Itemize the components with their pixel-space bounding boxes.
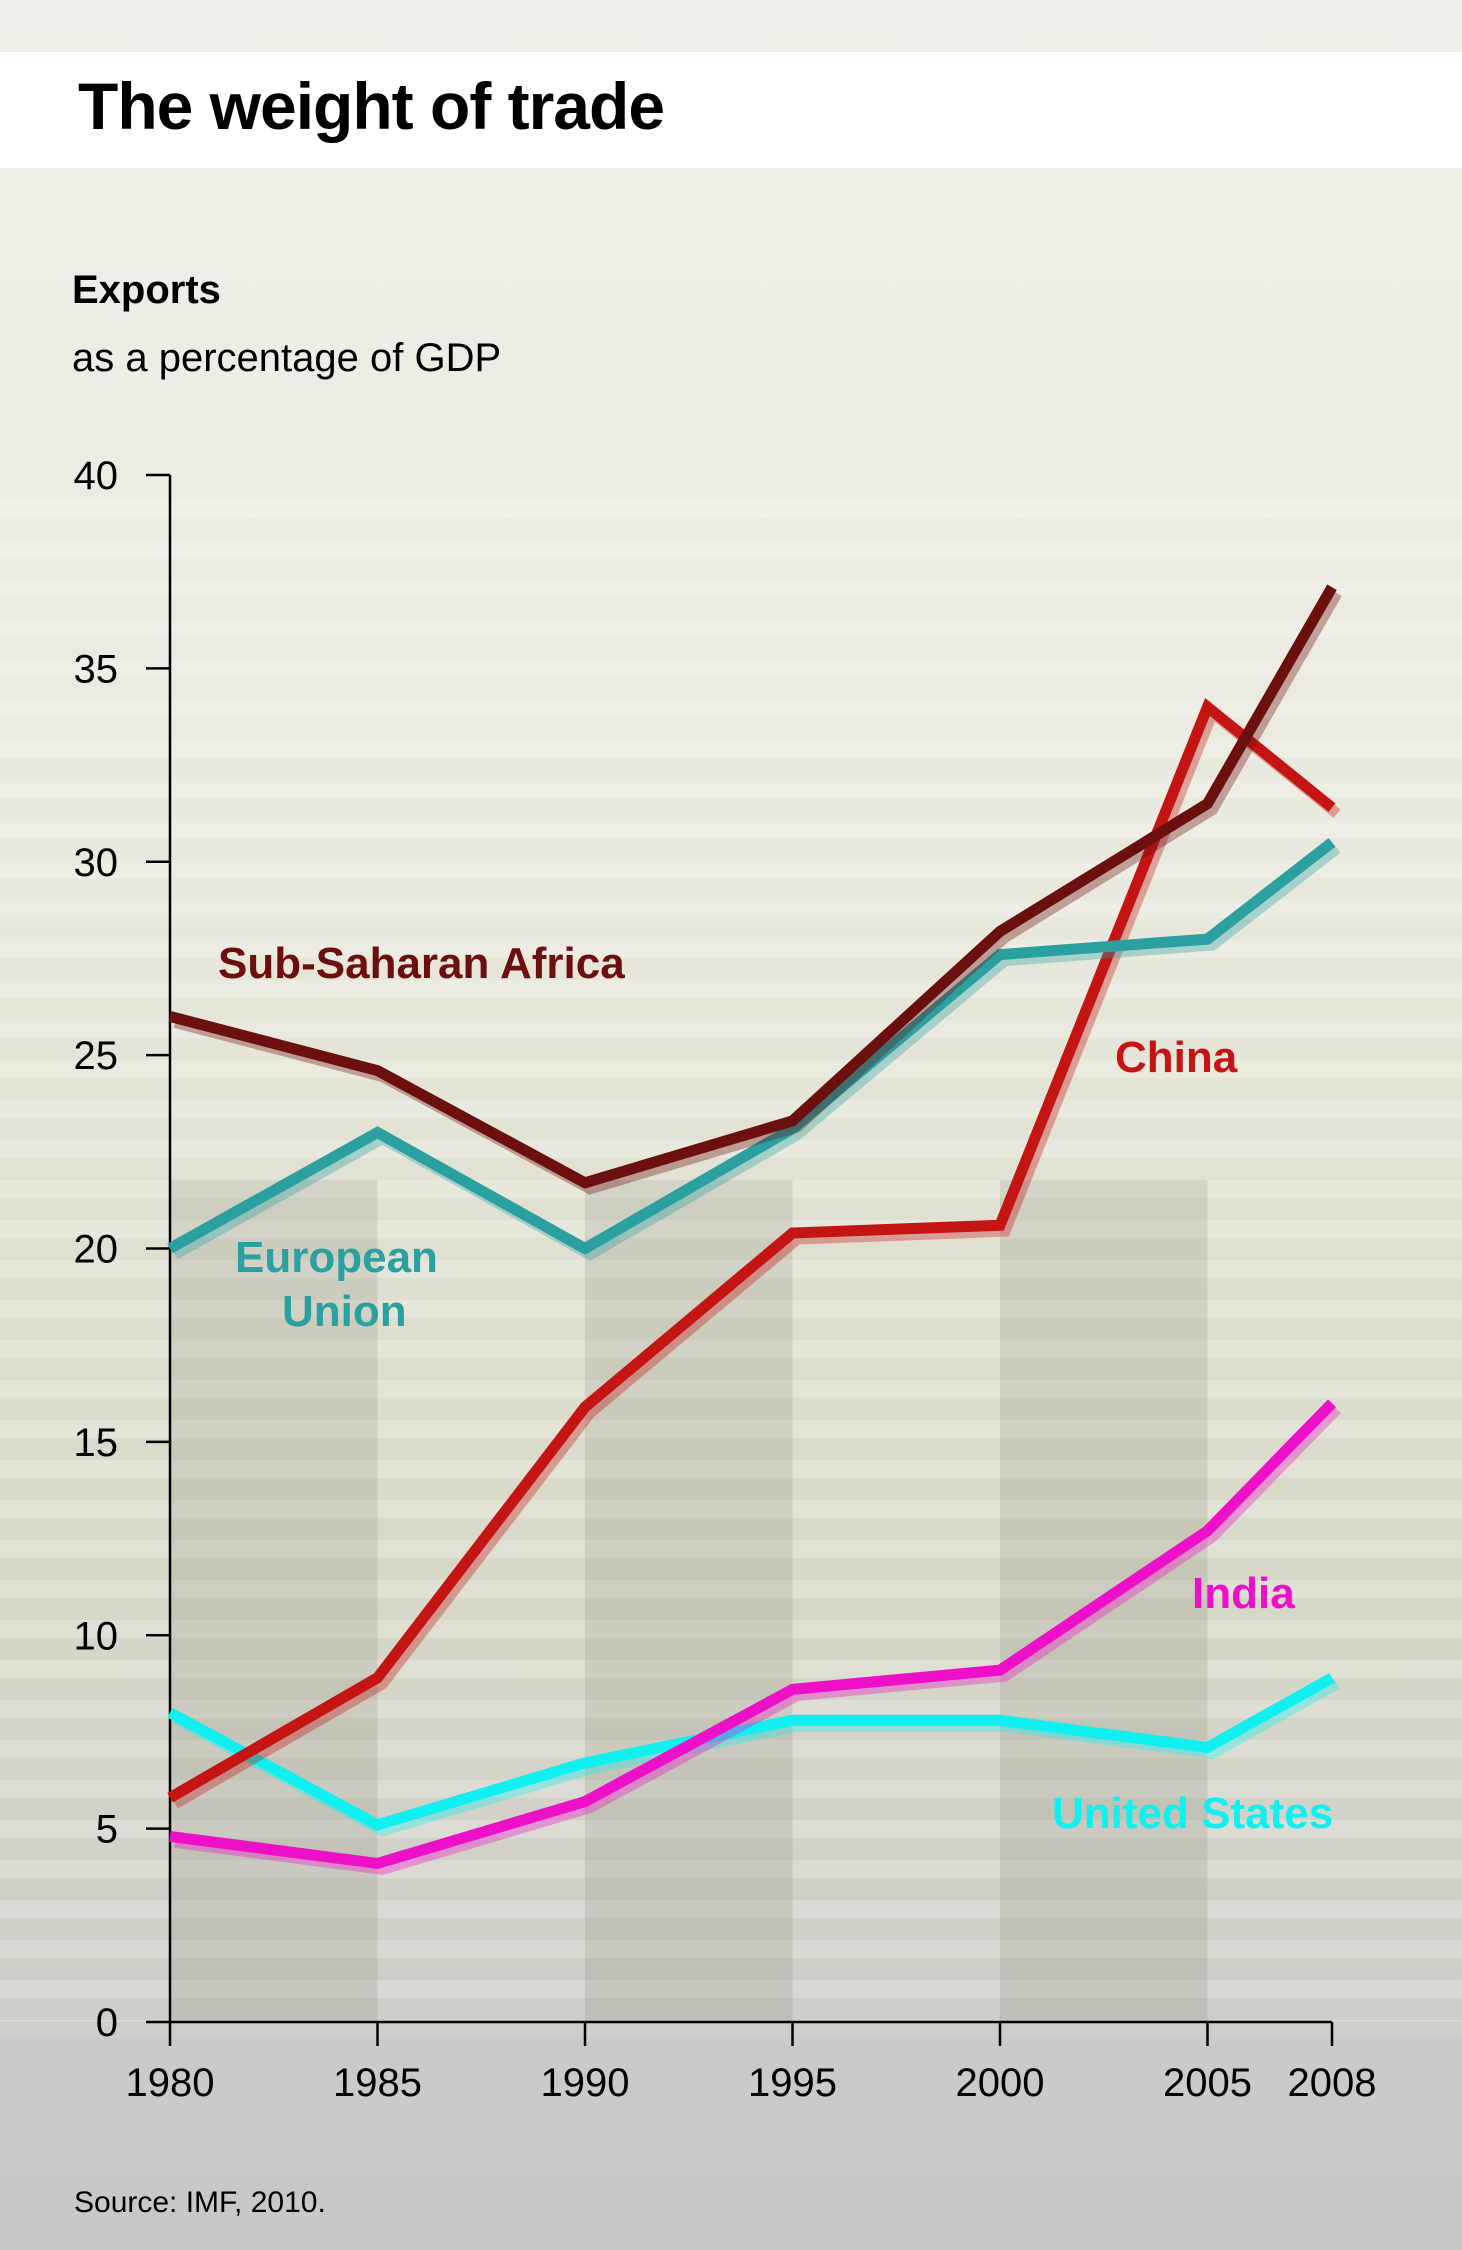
series-line-china <box>167 698 1336 1803</box>
x-tick-label: 1990 <box>541 2061 630 2105</box>
background-stripe <box>0 1380 1462 1398</box>
y-tick-label: 15 <box>74 1421 119 1465</box>
series-line-shadow-sub-saharan-africa <box>173 590 1342 1195</box>
background-stripe <box>0 500 1462 518</box>
background-stripe <box>0 1700 1462 1718</box>
title-band <box>0 52 1462 168</box>
source-note: Source: IMF, 2010. <box>74 2186 326 2219</box>
background-stripe <box>0 620 1462 638</box>
series-line-india <box>169 1399 1336 1870</box>
series-line-shadow-united-states <box>172 1678 1340 1837</box>
y-tick-label: 10 <box>74 1614 119 1658</box>
series-label-european-union: European Union <box>235 1233 438 1336</box>
chart-series-labels: Sub-Saharan Africa European Union China Indi… <box>218 939 1333 1838</box>
series-line-shadow-india <box>174 1405 1341 1876</box>
x-tick-label: 2005 <box>1163 2061 1252 2105</box>
series-line-united-states <box>167 1672 1335 1831</box>
background-stripe <box>0 1620 1462 1638</box>
y-tick-label: 30 <box>74 841 119 885</box>
y-tick-label: 20 <box>74 1228 119 1272</box>
background-stripe <box>0 1020 1462 1038</box>
background-stripe <box>0 540 1462 558</box>
background-stripe <box>0 1500 1462 1518</box>
chart-axes: 0 5 10 15 20 25 30 35 40 1980 1985 1990 1995 2000 2005… <box>74 454 1377 2105</box>
background-stripe <box>0 1220 1462 1238</box>
series-label-sub-saharan-africa: Sub-Saharan Africa <box>218 939 625 988</box>
background-stripe <box>0 740 1462 758</box>
chart-unit-label: as a percentage of GDP <box>72 336 502 380</box>
background-stripe <box>0 900 1462 918</box>
chart-series <box>167 584 1342 1876</box>
background-stripe <box>0 780 1462 798</box>
x-tick-label: 1985 <box>333 2061 422 2105</box>
background-column-shade <box>170 1180 378 2022</box>
plot-background <box>0 500 1462 2250</box>
background-stripe <box>0 1660 1462 1678</box>
background-stripe <box>0 1260 1462 1278</box>
background-stripe <box>0 1180 1462 1198</box>
background-stripe <box>0 660 1462 678</box>
background-stripe <box>0 1340 1462 1358</box>
background-stripe <box>0 580 1462 598</box>
background-stripe <box>0 1780 1462 1798</box>
series-label-united-states: United States <box>1052 1789 1333 1838</box>
background-stripe <box>0 700 1462 718</box>
background-stripe <box>0 1100 1462 1118</box>
y-tick-label: 25 <box>74 1034 119 1078</box>
x-tick-label: 1980 <box>126 2061 215 2105</box>
background-stripe <box>0 820 1462 838</box>
y-tick-label: 5 <box>96 1808 118 1852</box>
y-tick-label: 0 <box>96 2001 118 2045</box>
background-stripe <box>0 1460 1462 1478</box>
chart-subtitle: Exports <box>72 268 221 312</box>
x-tick-label: 2000 <box>956 2061 1045 2105</box>
footer-band <box>0 2022 1462 2250</box>
background-stripe <box>0 1940 1462 1958</box>
background-stripe <box>0 1540 1462 1558</box>
x-tick-label: 2008 <box>1288 2061 1377 2105</box>
background-stripe <box>0 1580 1462 1598</box>
y-tick-label: 35 <box>74 647 119 691</box>
y-tick-label: 40 <box>74 454 119 498</box>
background-stripe <box>0 1900 1462 1918</box>
background-column-shade <box>585 1180 793 2022</box>
background-stripe <box>0 860 1462 878</box>
background-stripe <box>0 1980 1462 1998</box>
series-label-china: China <box>1115 1033 1238 1082</box>
series-line-sub-saharan-africa <box>168 584 1337 1189</box>
background-stripe <box>0 1420 1462 1438</box>
series-label-india: India <box>1192 1569 1295 1618</box>
background-stripe <box>0 1740 1462 1758</box>
x-tick-label: 1995 <box>748 2061 837 2105</box>
chart-title: The weight of trade <box>78 69 665 143</box>
background-stripe <box>0 1300 1462 1318</box>
background-stripe <box>0 1060 1462 1078</box>
series-line-european-union <box>167 838 1336 1255</box>
